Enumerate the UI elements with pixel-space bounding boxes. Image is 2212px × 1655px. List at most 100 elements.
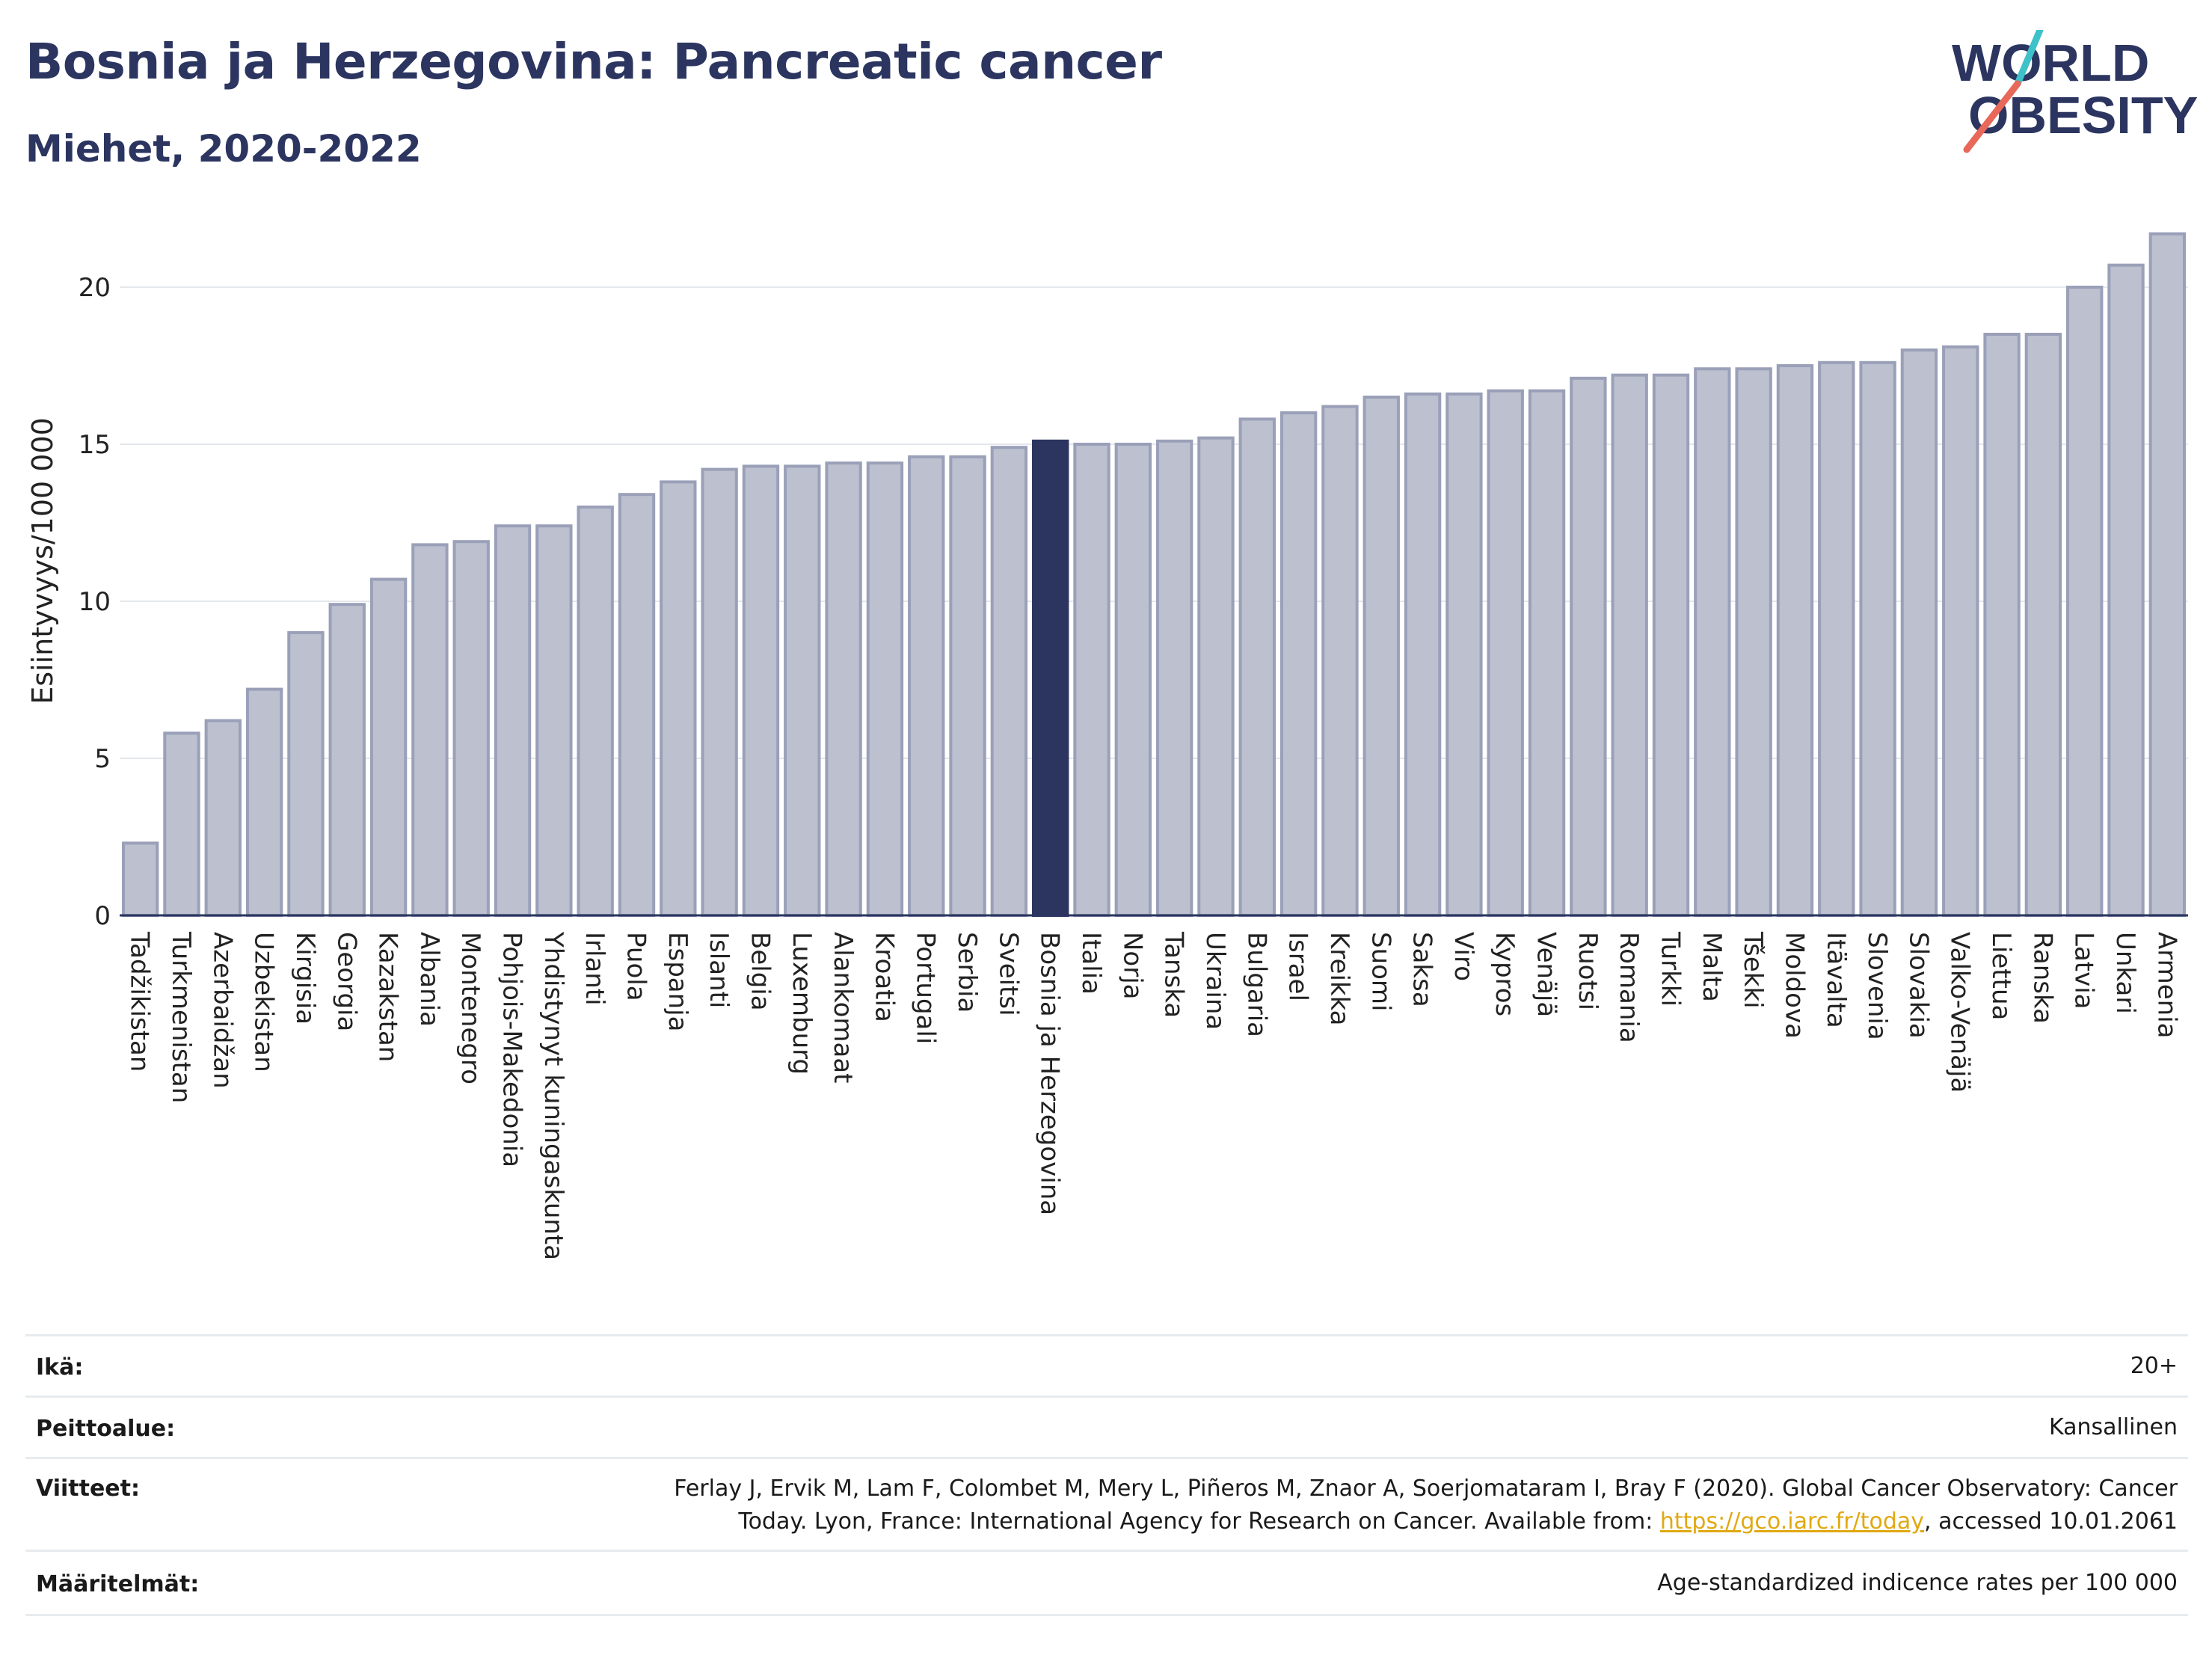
x-tick-label: Luxemburg — [787, 932, 817, 1075]
world-obesity-logo: WORLD OBESITY — [1952, 30, 2198, 153]
meta-row-age: Ikä: 20+ — [25, 1334, 2188, 1398]
x-tick-label: Irlanti — [580, 932, 609, 1006]
bar — [1321, 405, 1359, 917]
meta-row-coverage: Peittoalue: Kansallinen — [25, 1395, 2188, 1459]
bar — [411, 543, 449, 918]
x-tick-label: Kreikka — [1324, 932, 1354, 1026]
bar — [163, 731, 200, 918]
bar — [990, 446, 1028, 917]
x-tick-label: Islanti — [704, 932, 734, 1008]
references-accessed: , accessed 10.01.2061 — [1924, 1508, 2178, 1535]
bar — [1942, 345, 1979, 917]
bar — [1362, 396, 1400, 917]
x-tick-label: Moldova — [1779, 932, 1809, 1039]
x-tick-label: Alankomaat — [828, 932, 858, 1084]
bar — [2107, 263, 2145, 918]
bar — [1446, 392, 1483, 917]
bar — [1570, 376, 1607, 917]
x-tick-label: Azerbaidžan — [207, 932, 237, 1089]
age-value: 20+ — [2130, 1353, 2178, 1379]
bar — [1114, 443, 1152, 917]
bar — [742, 464, 780, 917]
x-tick-label: Italia — [1076, 932, 1106, 995]
chart-title: Bosnia ja Herzegovina: Pancreatic cancer — [25, 33, 1162, 90]
bar — [1818, 360, 1855, 917]
bar — [204, 719, 242, 917]
chart-subtitle: Miehet, 2020-2022 — [25, 127, 422, 171]
definitions-label: Määritelmät: — [36, 1571, 200, 1597]
bar — [1776, 364, 1814, 917]
x-tick-label: Bulgaria — [1241, 932, 1271, 1037]
bar — [1238, 417, 1276, 917]
logo-slash-coral — [1963, 80, 2021, 153]
bar — [1983, 333, 2021, 917]
bar — [1073, 443, 1110, 917]
y-tick-label: 20 — [79, 273, 111, 303]
references-value: Ferlay J, Ervik M, Lam F, Colombet M, Me… — [674, 1473, 2178, 1538]
bar — [1197, 436, 1235, 917]
x-tick-label: Venäjä — [1531, 932, 1561, 1017]
bar — [949, 455, 986, 917]
x-tick-label: Turkmenistan — [166, 931, 196, 1103]
x-tick-label: Yhdistynyt kuningaskunta — [538, 931, 568, 1260]
x-tick-label: Pohjois-Makedonia — [497, 932, 527, 1167]
bar — [618, 493, 656, 917]
bar — [660, 480, 697, 917]
bar-chart: 0 5 10 15 20 Esiintyvyys/100 000 Tadžikistan Tu… — [26, 232, 2188, 1260]
bar — [1155, 439, 1193, 917]
bar — [1859, 360, 1896, 917]
x-tick-label: Tšekki — [1738, 931, 1768, 1009]
x-tick-label: Romania — [1614, 932, 1644, 1043]
bar — [701, 467, 738, 917]
age-label: Ikä: — [36, 1354, 84, 1381]
x-tick-label: Albania — [414, 932, 444, 1027]
x-tick-label: Puola — [621, 932, 651, 1001]
x-tick-label: Tadžikistan — [125, 931, 155, 1072]
x-tick-label: Ranska — [2027, 932, 2057, 1024]
x-tick-label: Montenegro — [455, 932, 485, 1084]
bar — [494, 524, 532, 917]
x-tick-label: Malta — [1697, 932, 1727, 1002]
coverage-value: Kansallinen — [2048, 1414, 2178, 1440]
y-tick-label: 5 — [94, 744, 111, 774]
x-tick-label: Slovakia — [1903, 932, 1933, 1039]
references-link[interactable]: https://gco.iarc.fr/today — [1659, 1508, 1925, 1535]
x-tick-label: Israel — [1283, 932, 1313, 1001]
x-tick-label: Liettua — [1986, 932, 2016, 1020]
x-tick-label: Ukraina — [1200, 932, 1230, 1030]
bar — [1611, 373, 1648, 918]
bar — [577, 506, 614, 917]
x-tick-label: Saksa — [1407, 932, 1437, 1007]
bar — [1404, 392, 1442, 917]
y-tick-label: 15 — [79, 430, 111, 460]
bar — [121, 841, 159, 918]
x-tick-label: Uzbekistan — [249, 932, 279, 1072]
bar — [784, 464, 821, 917]
x-tick-label: Kirgisia — [290, 932, 320, 1025]
x-tick-label: Slovenia — [1862, 932, 1892, 1040]
bar — [825, 461, 862, 917]
y-tick-label: 10 — [79, 587, 111, 617]
table-bottom-border — [25, 1614, 2188, 1616]
x-tick-label: Serbia — [952, 932, 982, 1013]
x-tick-label: Valko-Venäjä — [1945, 932, 1975, 1093]
bar — [1652, 373, 1690, 918]
x-tick-label: Suomi — [1365, 932, 1395, 1012]
y-tick-label: 0 — [94, 901, 111, 931]
bar — [452, 540, 490, 917]
x-tick-label: Turkki — [1656, 931, 1686, 1007]
x-tick-label: Sveitsi — [993, 932, 1023, 1016]
x-tick-label: Ruotsi — [1573, 932, 1603, 1010]
bar — [535, 524, 573, 917]
y-axis-title: Esiintyvyys/100 000 — [26, 417, 59, 704]
logo-slash-teal — [2014, 30, 2044, 87]
x-tick-label: Portugali — [911, 932, 941, 1044]
x-tick-label: Georgia — [331, 932, 361, 1031]
bar — [287, 631, 325, 917]
references-text: Today. Lyon, France: International Agenc… — [738, 1508, 1660, 1535]
bar — [1487, 389, 1524, 917]
bar — [2024, 333, 2062, 917]
bar — [369, 577, 408, 917]
logo-text-world: WORLD — [1952, 34, 2149, 92]
meta-row-references: Viitteet: Ferlay J, Ervik M, Lam F, Colo… — [25, 1457, 2188, 1552]
